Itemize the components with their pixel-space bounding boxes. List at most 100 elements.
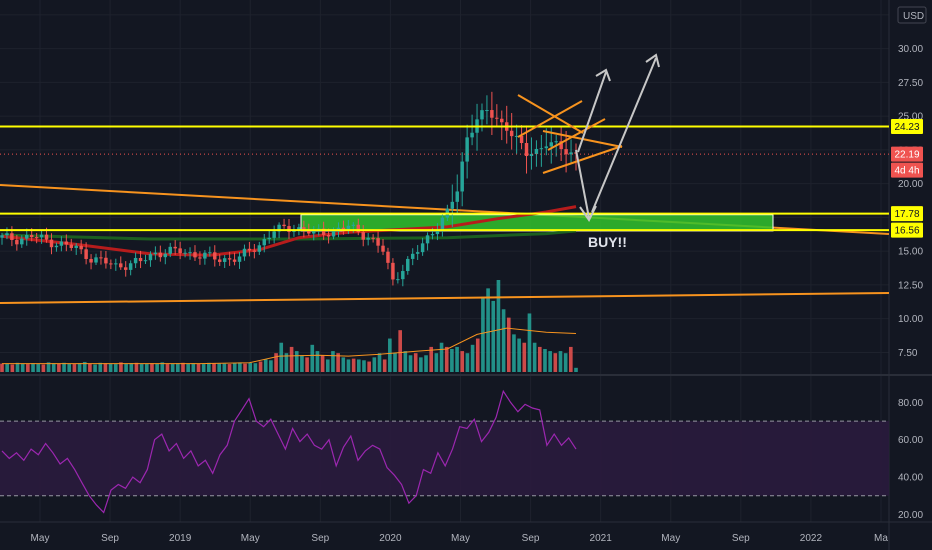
volume-bar (26, 364, 30, 372)
volume-bar (357, 359, 361, 372)
arrow-head-zone[interactable] (579, 205, 597, 222)
volume-bar (439, 342, 444, 372)
price-tick-label: 27.50 (898, 78, 923, 89)
volume-bar (486, 288, 490, 372)
ascending-trendline[interactable] (0, 292, 890, 304)
level-badge-last_price (891, 146, 923, 162)
volume-bar (258, 361, 263, 372)
candle-body (495, 117, 499, 119)
candle-body (425, 235, 430, 244)
candle-body (415, 252, 420, 254)
candle-body (282, 224, 286, 227)
time-axis[interactable]: May Sep 2019 May Sep 2020 May Sep 2021 May Sep 2022… (31, 533, 889, 544)
candle-body (366, 237, 370, 240)
candle-body (183, 252, 187, 254)
candle-body (222, 258, 227, 262)
candle-body (321, 228, 326, 235)
volume-bar (496, 280, 501, 372)
volume-bar (429, 346, 434, 372)
volume-bar (5, 363, 9, 372)
volume-bar (191, 363, 196, 372)
rsi-axis[interactable]: 80.00 60.00 40.00 20.00 (898, 398, 923, 521)
volume-bar (222, 363, 227, 372)
price-tick-label: 15.00 (898, 247, 923, 258)
arrow-head-up-1[interactable] (595, 68, 611, 82)
time-tick-label: Sep (522, 533, 540, 544)
candle-body (29, 235, 34, 238)
volume-bar (186, 363, 190, 372)
volume-bar (512, 334, 516, 372)
candle-body (376, 238, 380, 246)
volume-bar (165, 364, 170, 372)
volume-bar (346, 359, 351, 372)
volume-bar (144, 363, 149, 372)
volume-bar (51, 363, 56, 372)
candle-body (539, 148, 544, 150)
volume-bar (419, 357, 423, 372)
level-badge-label: 17.78 (894, 209, 919, 220)
volume-bar (284, 353, 289, 372)
price-tick-label: 20.00 (898, 179, 923, 190)
projection-arrows[interactable] (575, 53, 660, 222)
triangle-line-lower-1[interactable] (517, 100, 583, 138)
candle-body (297, 227, 301, 230)
candle-body (79, 245, 83, 250)
candle-body (549, 142, 553, 147)
buy-zone[interactable] (300, 214, 774, 232)
candle-body (450, 201, 455, 209)
volume-bar (455, 346, 459, 372)
candle-body (104, 257, 108, 264)
volume-bar (269, 360, 273, 372)
triangle-line-upper-1[interactable] (517, 94, 584, 134)
candle-body (232, 259, 237, 262)
buy-annotation: BUY!! (588, 234, 627, 250)
candle-body (242, 248, 247, 257)
arrow-up-1[interactable] (577, 71, 607, 153)
time-tick-label: May (451, 533, 470, 544)
volume-bar (57, 363, 61, 372)
candle-body (509, 130, 514, 137)
triangle-line-lower-2[interactable] (542, 145, 623, 174)
volume-bar (553, 353, 558, 372)
time-tick-label: Sep (732, 533, 750, 544)
candle-body (94, 257, 98, 263)
volume-bar (372, 357, 377, 372)
currency-label[interactable]: USD (903, 11, 924, 22)
rsi-band (0, 421, 889, 496)
volume-bar (470, 344, 475, 372)
candle-body (178, 248, 182, 254)
candle-body (188, 252, 192, 254)
volume-bar (393, 353, 397, 372)
candle-body (569, 152, 573, 155)
volume-bar (382, 359, 387, 372)
volume-bar (103, 363, 108, 372)
volume-bar (450, 349, 454, 372)
volume-bar (238, 362, 242, 372)
arrow-head-up-2[interactable] (645, 53, 660, 68)
currency-badge[interactable] (897, 6, 927, 24)
triangle-pattern[interactable] (517, 94, 623, 174)
time-tick-label: May (241, 533, 260, 544)
arrow-down-to-zone[interactable] (575, 149, 590, 219)
candle-body (138, 257, 143, 262)
triangle-line-extra[interactable] (547, 118, 606, 151)
candle-body (123, 267, 128, 270)
candle-body (99, 257, 103, 259)
volume-bar (294, 351, 299, 372)
volume-bar (424, 355, 428, 372)
candle-body (406, 258, 410, 272)
candle-body (435, 230, 440, 235)
volume-bar (232, 363, 237, 372)
volume-bar (196, 363, 201, 372)
volume-bar (82, 361, 87, 372)
candle-body (480, 110, 484, 120)
volume-bar (408, 355, 413, 372)
arrow-up-2[interactable] (591, 57, 657, 213)
volume-bar (155, 363, 159, 372)
level-badge-label: 22.19 (894, 150, 919, 161)
price-tick-label: 30.00 (898, 44, 923, 55)
volume-bar (134, 362, 139, 372)
volume-bar (569, 346, 573, 372)
volume-bar (129, 363, 134, 372)
